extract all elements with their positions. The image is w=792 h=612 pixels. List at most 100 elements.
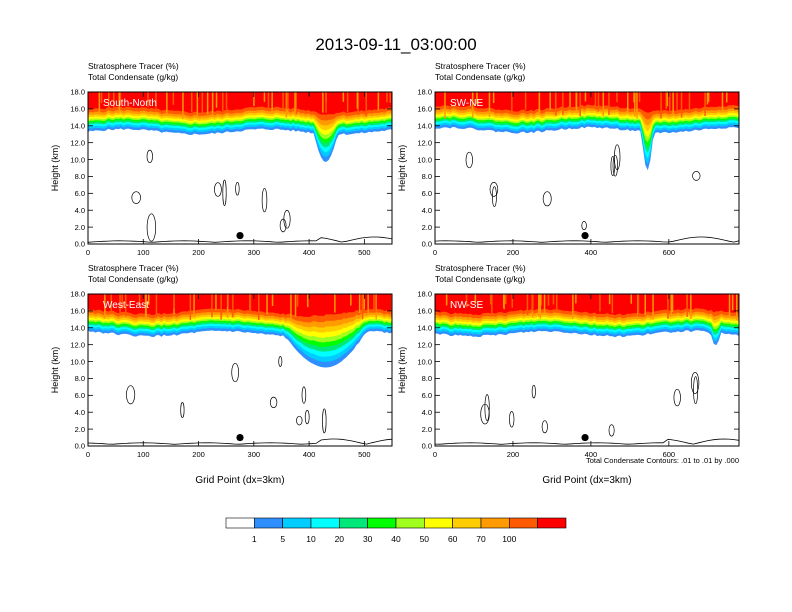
tracer-streak: [471, 92, 474, 118]
x-axis-label: Grid Point (dx=3km): [542, 475, 631, 486]
condensate-contour: [480, 403, 490, 425]
tracer-streak: [540, 294, 542, 306]
tracer-streak: [538, 294, 540, 307]
tracer-streak: [290, 294, 292, 319]
colorbar-swatch: [508, 517, 538, 529]
condensate-contour: [278, 356, 283, 367]
tracer-streak: [556, 294, 558, 313]
tracer-streak: [147, 92, 149, 108]
colorbar-label: 10: [306, 534, 316, 544]
tracer-streak: [667, 294, 669, 319]
tracer-streak: [100, 92, 103, 103]
y-tick-label: 18.0: [70, 88, 85, 97]
colorbar-swatch: [310, 517, 340, 529]
tracer-streak: [490, 294, 492, 305]
tracer-streak: [386, 92, 388, 103]
tracer-streak: [611, 294, 614, 314]
tracer-streak: [532, 294, 534, 312]
tracer-streak: [686, 294, 688, 317]
tracer-streak: [666, 92, 669, 107]
tracer-streak: [121, 294, 123, 309]
tracer-streak: [726, 92, 728, 103]
plot-frame: [87, 91, 393, 245]
y-tick-label: 6.0: [75, 391, 85, 400]
tracer-streak: [731, 294, 734, 311]
tracer-streak: [492, 92, 495, 103]
tracer-streak: [602, 92, 604, 116]
y-tick-label: 16.0: [417, 307, 432, 316]
x-tick-label: 300: [248, 248, 261, 257]
panel-title-condensate: Total Condensate (g/kg): [435, 274, 525, 284]
y-tick-label: 0.0: [422, 442, 432, 451]
panel-label: SW-NE: [450, 98, 483, 109]
tracer-streak: [575, 92, 577, 108]
panel-title-condensate: Total Condensate (g/kg): [88, 274, 178, 284]
tracer-streak: [271, 92, 273, 114]
tracer-streak: [680, 92, 683, 118]
y-tick-label: 4.0: [422, 206, 432, 215]
tracer-streak: [599, 294, 601, 312]
tracer-streak: [526, 294, 529, 316]
tracer-streak: [579, 92, 581, 117]
colorbar-swatch: [423, 517, 453, 529]
tracer-streak: [491, 294, 493, 316]
condensate-contour: [283, 210, 291, 229]
tracer-streak: [295, 92, 297, 115]
tracer-band: [435, 294, 739, 316]
y-tick-label: 4.0: [75, 408, 85, 417]
condensate-contour: [180, 402, 185, 418]
tracer-streak: [444, 92, 446, 119]
tracer-streak: [307, 294, 309, 308]
panel-title-tracer: Stratosphere Tracer (%): [435, 61, 526, 71]
tracer-streak: [616, 92, 618, 103]
condensate-contour: [693, 376, 699, 405]
tracer-streak: [232, 294, 234, 318]
tracer-streak: [166, 92, 168, 116]
condensate-contour: [692, 171, 701, 181]
condensate-contour: [235, 181, 240, 196]
tracer-band: [88, 92, 392, 115]
colorbar-label: 20: [335, 534, 345, 544]
location-marker: [236, 433, 244, 442]
panel-title-condensate: Total Condensate (g/kg): [435, 72, 525, 82]
condensate-contour: [146, 149, 153, 164]
x-tick-label: 400: [585, 450, 598, 459]
tracer-streak: [155, 92, 157, 108]
tracer-streak: [707, 92, 710, 103]
condensate-contour: [322, 408, 327, 434]
location-marker: [236, 231, 244, 240]
colorbar-swatch: [338, 517, 368, 529]
y-tick-label: 14.0: [417, 121, 432, 130]
condensate-contour: [304, 410, 310, 425]
condensate-contour: [541, 420, 548, 434]
colorbar-label: 5: [280, 534, 285, 544]
panels-group: 0 100 200 300 400 500 0.0 2.0 4.0 6.0 8.0 10.0 12.0 1…: [50, 61, 740, 486]
y-tick-label: 2.0: [422, 223, 432, 232]
x-tick-label: 0: [433, 450, 437, 459]
tracer-streak: [721, 92, 724, 113]
tracer-streak: [594, 92, 597, 110]
colorbar-label: 70: [476, 534, 486, 544]
tracer-streak: [172, 92, 175, 105]
x-tick-label: 200: [507, 450, 520, 459]
tracer-streak: [350, 294, 352, 306]
tracer-streak: [253, 92, 255, 107]
condensate-contour: [509, 411, 515, 428]
tracer-streak: [325, 92, 327, 113]
tracer-streak: [263, 92, 266, 102]
tracer-streak: [148, 294, 150, 305]
tracer-streak: [704, 92, 706, 116]
tracer-streak: [633, 92, 635, 103]
tracer-streak: [670, 294, 672, 316]
tracer-streak: [630, 294, 632, 304]
panel-nw-se: 0 200 400 600 0.0 2.0 4.0 6.0 8.0 10.0 12.0 14.0 16.…: [397, 263, 740, 486]
tracer-streak: [258, 294, 260, 320]
x-tick-label: 0: [433, 248, 437, 257]
tracer-streak: [375, 294, 377, 313]
colorbar-label: 30: [363, 534, 373, 544]
y-tick-label: 6.0: [75, 189, 85, 198]
colorbar-label: 50: [420, 534, 430, 544]
plot-frame: [87, 293, 393, 447]
tracer-streak: [555, 92, 557, 116]
y-tick-label: 4.0: [75, 206, 85, 215]
